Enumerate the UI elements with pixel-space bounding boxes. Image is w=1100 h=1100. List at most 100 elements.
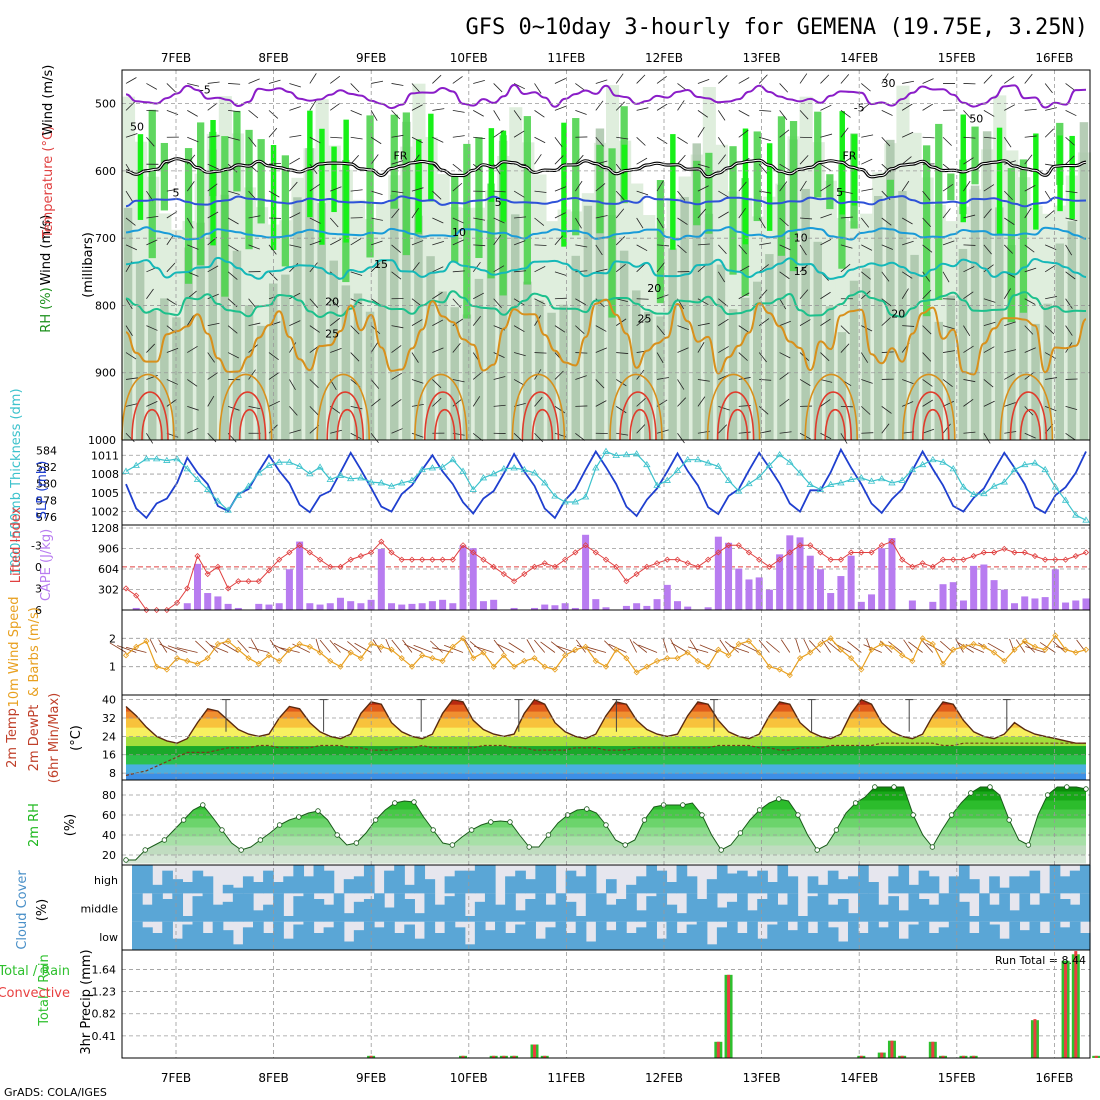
rh-point	[718, 847, 724, 853]
thickness-point	[541, 479, 549, 486]
cloud-cell	[474, 921, 486, 950]
wind-speed-point	[705, 663, 712, 670]
wind-barb	[514, 216, 527, 219]
temp-band	[126, 754, 1086, 765]
rh-shade-green	[572, 118, 580, 236]
rh-point	[238, 847, 244, 853]
rh-point	[372, 817, 379, 823]
wind-barb	[125, 190, 133, 202]
cape-bar	[857, 601, 865, 610]
cloud-cell	[767, 882, 778, 894]
wind-barb	[411, 379, 424, 384]
wind-barb	[615, 263, 626, 273]
wind-speed-point	[1021, 638, 1028, 645]
wind-speed-point	[408, 663, 416, 670]
cape-bar	[1062, 602, 1070, 610]
cloud-cell	[565, 901, 577, 922]
wind-barb	[309, 406, 319, 416]
wind-barb	[207, 163, 219, 170]
wind-barb	[1044, 128, 1054, 138]
rh-shade-green	[451, 176, 459, 263]
wind-barb	[820, 74, 830, 84]
rh-point	[276, 822, 283, 828]
thickness-point	[214, 497, 222, 504]
wind-speed-line	[125, 634, 1087, 677]
rh-shade-green	[463, 143, 471, 319]
rh-shade-green	[608, 148, 616, 318]
wind-barb	[411, 262, 420, 273]
wind-barb	[861, 217, 870, 228]
temp-tick: 16	[102, 749, 116, 762]
wind-barb	[125, 244, 138, 251]
wind-barb	[404, 643, 423, 653]
wind-barb	[758, 217, 766, 229]
cloud-cell	[495, 904, 506, 922]
cape-bar	[684, 606, 692, 610]
cloud-cell	[434, 904, 446, 922]
lifted-point	[909, 563, 916, 570]
wind-barb	[1024, 207, 1032, 219]
wind-speed-point	[786, 672, 793, 679]
cloud-cell	[1019, 876, 1031, 894]
cloud-cell	[212, 904, 224, 922]
wind-barb	[983, 346, 995, 353]
wind-barb	[881, 244, 893, 250]
rh-shade-mid	[1079, 122, 1089, 440]
cloud-cell	[444, 896, 456, 922]
wind-barb	[186, 181, 195, 192]
rh-point	[584, 806, 590, 812]
wind-barb	[534, 217, 545, 226]
wind-barb	[391, 325, 404, 329]
precip-tick: 0.41	[92, 1030, 117, 1043]
wind-speed-point	[878, 640, 885, 648]
lifted-point	[735, 542, 742, 549]
wind-barb	[1039, 642, 1056, 653]
wind-barb	[411, 352, 419, 363]
rh-shade-green	[197, 122, 205, 266]
wind-barb	[146, 325, 158, 331]
wind-speed-point	[214, 640, 221, 648]
hot-contour	[511, 373, 566, 441]
hot-contour	[414, 373, 468, 441]
rh-shade-mid	[450, 307, 459, 440]
wind-barb	[758, 352, 767, 363]
cloud-cell	[484, 930, 496, 950]
rh-shade-mid	[1055, 243, 1064, 440]
cloud-cell	[404, 899, 415, 922]
wind-barb	[820, 133, 833, 138]
cloud-cell	[928, 904, 940, 922]
wind-barb	[697, 208, 707, 219]
cloud-cell	[474, 901, 486, 922]
wind-barb	[1024, 298, 1036, 305]
cloud-cell	[1059, 927, 1071, 950]
wind-barb	[942, 136, 952, 146]
cloud-cell	[202, 893, 214, 922]
wind-barb	[1065, 83, 1076, 91]
contour-label: 15	[794, 265, 808, 278]
thickness-point	[673, 466, 682, 473]
thickness-point	[714, 462, 723, 469]
wind-barb	[554, 235, 563, 246]
wind-barb	[677, 379, 685, 390]
wind-barb	[391, 244, 401, 253]
cloud-cell	[1009, 921, 1021, 950]
temp-band	[126, 717, 1086, 728]
dewpoint-line	[125, 742, 1086, 776]
wind-barb	[902, 431, 915, 434]
cloud-cell	[192, 921, 204, 950]
cape-bar	[296, 541, 304, 610]
credit-text: GrADS: COLA/IGES	[4, 1086, 107, 1099]
wind-speed-point	[837, 646, 844, 653]
hot-contour	[131, 391, 169, 441]
wind-speed-point	[929, 640, 936, 648]
rh-point	[430, 827, 436, 833]
wind-barb	[227, 352, 240, 359]
cloud-cell	[968, 916, 980, 922]
wind-speed-point	[235, 646, 242, 653]
cloud-cell	[878, 904, 889, 922]
cloud-cell	[726, 873, 738, 894]
cape-bar	[776, 554, 784, 610]
slp-tick: 1002	[91, 506, 119, 519]
pressure-tick: 500	[95, 98, 116, 111]
cloud-cell	[353, 876, 365, 894]
